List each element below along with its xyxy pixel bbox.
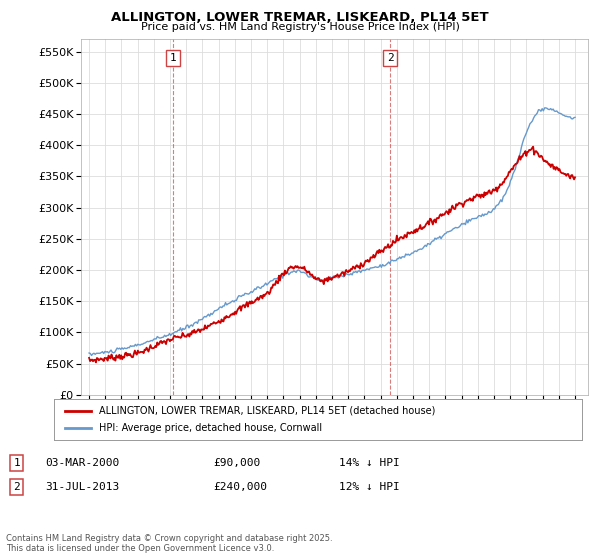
Text: 14% ↓ HPI: 14% ↓ HPI	[339, 458, 400, 468]
Text: 03-MAR-2000: 03-MAR-2000	[45, 458, 119, 468]
Text: £240,000: £240,000	[213, 482, 267, 492]
Text: Price paid vs. HM Land Registry's House Price Index (HPI): Price paid vs. HM Land Registry's House …	[140, 22, 460, 32]
Text: 1: 1	[169, 53, 176, 63]
Text: 1: 1	[13, 458, 20, 468]
Text: HPI: Average price, detached house, Cornwall: HPI: Average price, detached house, Corn…	[99, 423, 322, 433]
Text: 31-JUL-2013: 31-JUL-2013	[45, 482, 119, 492]
Text: Contains HM Land Registry data © Crown copyright and database right 2025.
This d: Contains HM Land Registry data © Crown c…	[6, 534, 332, 553]
Text: £90,000: £90,000	[213, 458, 260, 468]
Text: 2: 2	[386, 53, 394, 63]
Text: ALLINGTON, LOWER TREMAR, LISKEARD, PL14 5ET (detached house): ALLINGTON, LOWER TREMAR, LISKEARD, PL14 …	[99, 405, 435, 416]
Text: 12% ↓ HPI: 12% ↓ HPI	[339, 482, 400, 492]
Text: 2: 2	[13, 482, 20, 492]
Text: ALLINGTON, LOWER TREMAR, LISKEARD, PL14 5ET: ALLINGTON, LOWER TREMAR, LISKEARD, PL14 …	[111, 11, 489, 24]
